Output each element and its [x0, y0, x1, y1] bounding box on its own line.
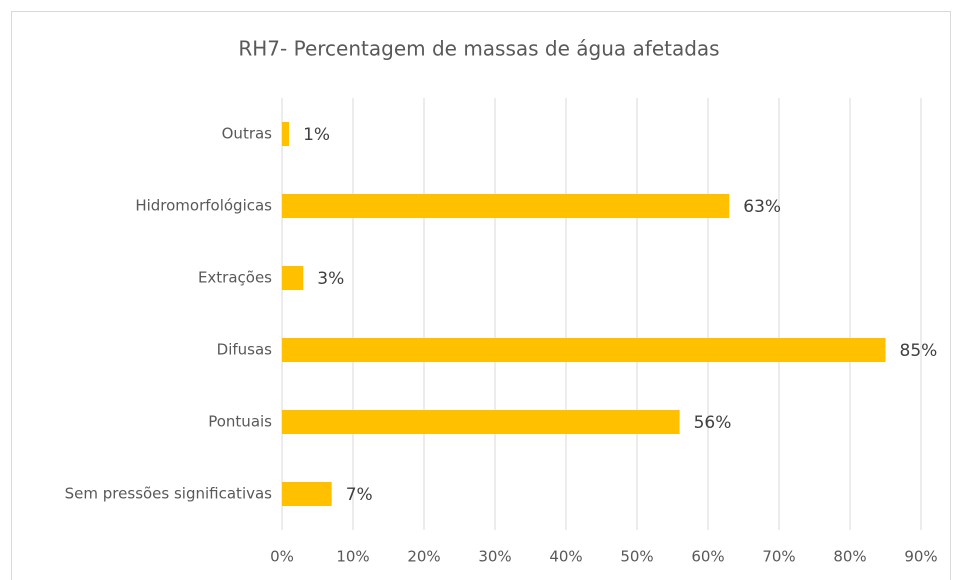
value-label: 63% — [743, 197, 781, 217]
y-tick-label: Outras — [222, 125, 273, 143]
chart-border — [11, 11, 951, 580]
chart-title: RH7- Percentagem de massas de água afeta… — [238, 37, 719, 61]
bar — [282, 122, 290, 146]
x-tick-label: 50% — [620, 548, 653, 566]
y-tick-label: Extrações — [198, 269, 272, 287]
value-label: 56% — [694, 413, 732, 433]
x-tick-label: 60% — [691, 548, 724, 566]
x-tick-label: 70% — [762, 548, 795, 566]
bar — [282, 338, 886, 362]
value-label: 3% — [317, 269, 344, 289]
x-tick-label: 10% — [336, 548, 369, 566]
x-tick-label: 30% — [478, 548, 511, 566]
y-tick-label: Difusas — [217, 341, 273, 359]
y-tick-label: Sem pressões significativas — [65, 485, 273, 503]
x-tick-label: 80% — [833, 548, 866, 566]
x-tick-label: 0% — [270, 548, 294, 566]
bar — [282, 482, 332, 506]
value-label: 7% — [346, 485, 373, 505]
x-tick-label: 20% — [407, 548, 440, 566]
y-tick-label: Hidromorfológicas — [135, 197, 272, 215]
bar — [282, 410, 680, 434]
x-tick-label: 40% — [549, 548, 582, 566]
value-label: 1% — [303, 125, 330, 145]
y-tick-label: Pontuais — [208, 413, 272, 431]
value-label: 85% — [900, 341, 938, 361]
bar — [282, 266, 304, 290]
bar — [282, 194, 730, 218]
x-tick-label: 90% — [904, 548, 937, 566]
